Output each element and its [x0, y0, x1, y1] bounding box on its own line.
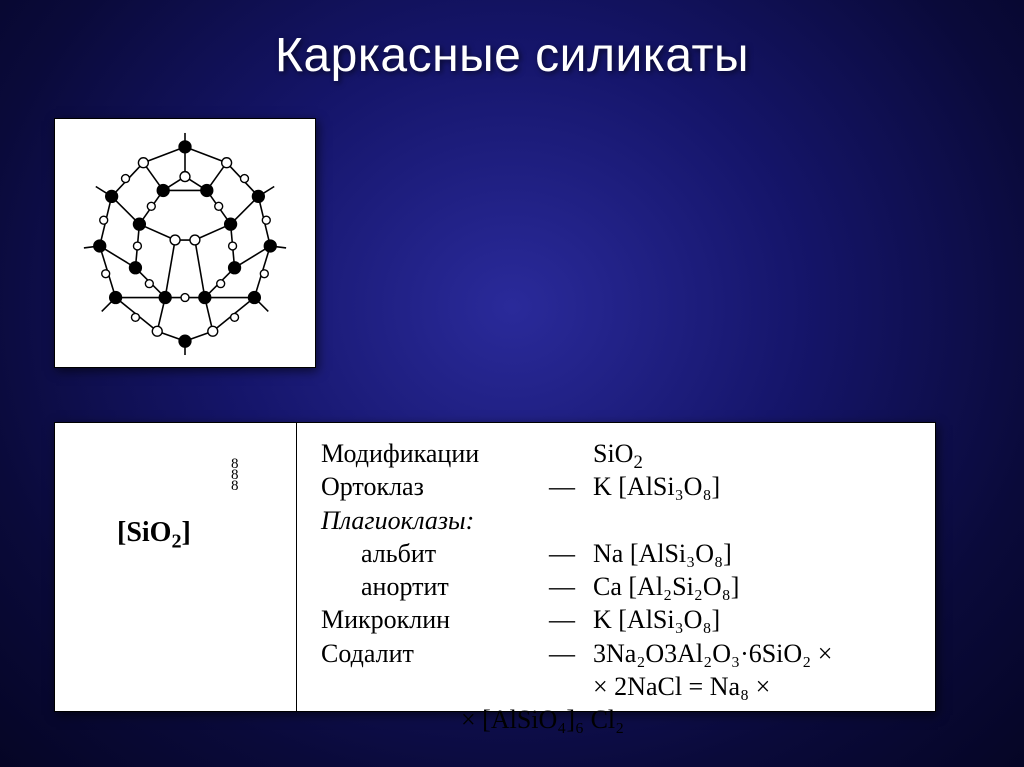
minerals-table: 8 8 8 [SiO2] Модификации SiO2 Ортоклаз —… [54, 422, 936, 712]
row-plagioclase-header: Плагиоклазы: [321, 504, 915, 537]
slide-title: Каркасные силикаты [0, 0, 1024, 83]
infinity-exponent-stack: 8 8 8 [231, 459, 239, 491]
row-anorthite: анортит — Ca [Al₂Si₂O₈] [321, 570, 915, 603]
row-albite: альбит — Na [AlSi₃O₈] [321, 537, 915, 570]
row-orthoclase: Ортоклаз — K [AlSi₃O₈] [321, 470, 915, 503]
molecular-structure-figure [54, 118, 316, 368]
sio2-formula: [SiO2] [117, 517, 191, 549]
row-sodalite-cont2: × [AlSiO₄]₆ Cl₂ [321, 703, 915, 736]
table-left-column: 8 8 8 [SiO2] [55, 423, 297, 711]
silicate-cage-diagram [65, 129, 305, 357]
row-sodalite: Содалит — 3Na₂O3Al₂O₃·6SiO₂ × [321, 637, 915, 670]
row-microcline: Микроклин — K [AlSi₃O₈] [321, 603, 915, 636]
row-modifications: Модификации SiO2 [321, 437, 915, 470]
table-right-column: Модификации SiO2 Ортоклаз — K [AlSi₃O₈] … [297, 423, 935, 711]
row-sodalite-cont1: × 2NaCl = Na₈ × [321, 670, 915, 703]
